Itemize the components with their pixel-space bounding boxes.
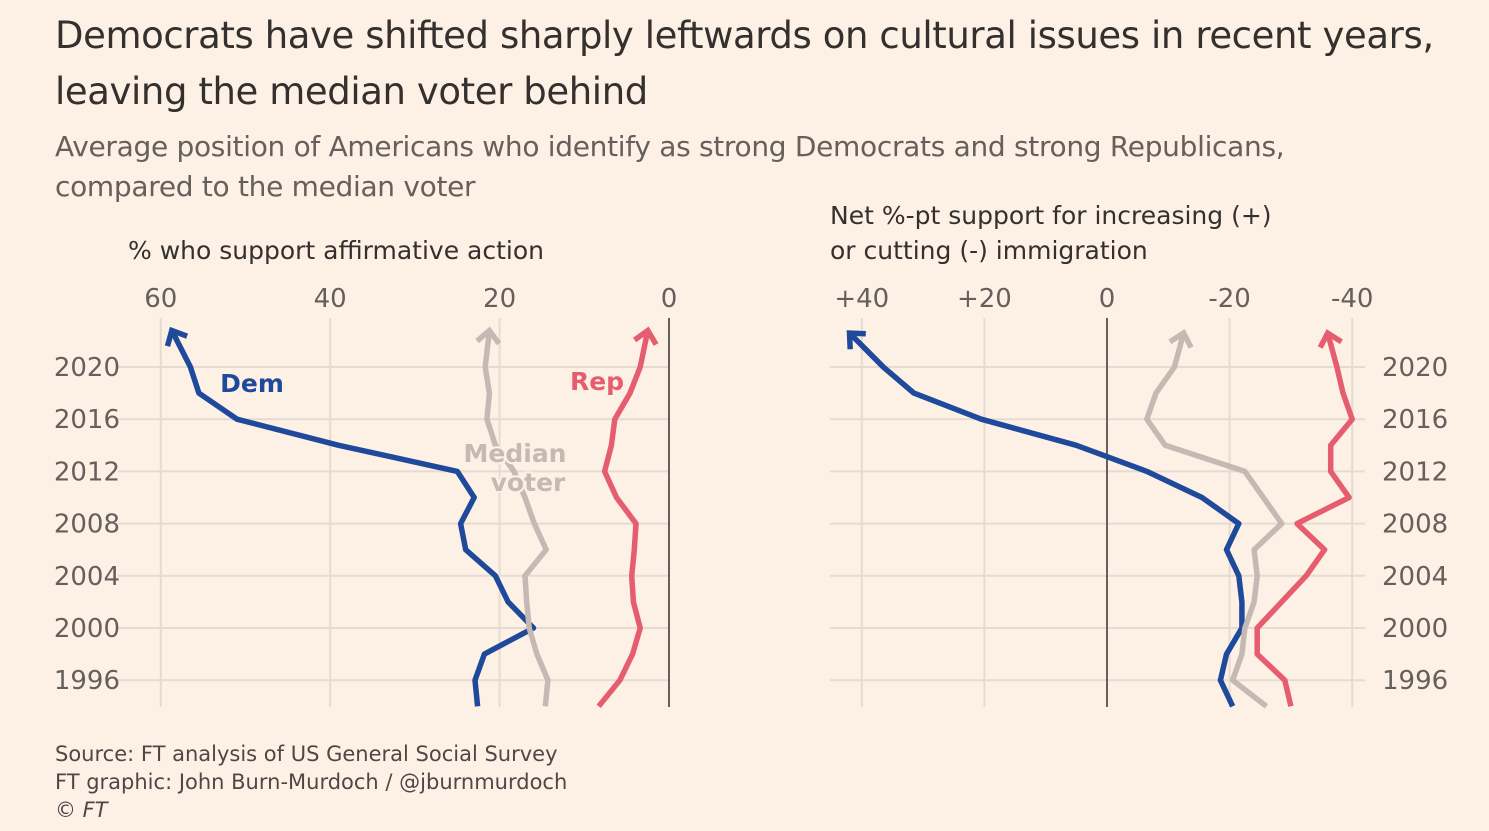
credit-line: FT graphic: John Burn-Murdoch / @jburnmu… [55, 770, 568, 794]
series-line-rep [596, 332, 650, 709]
series-line-median-voter [1144, 335, 1285, 709]
source-notes: Source: FT analysis of US General Social… [55, 740, 567, 824]
x-tick-label-1: 40 [314, 284, 347, 314]
arrowhead-rep [632, 326, 659, 346]
series-label-median: Median [464, 439, 567, 468]
x-tick-label-2: 0 [1099, 284, 1116, 314]
subtitle-line-1: Average position of Americans who identi… [55, 130, 1285, 163]
title-line-2: leaving the median voter behind [55, 70, 648, 113]
series-label-voter: voter [491, 468, 566, 497]
panel-title-line-1: Net %-pt support for increasing (+) [830, 201, 1272, 230]
x-tick-label-2: 20 [483, 284, 516, 314]
y-tick-label-2008: 2008 [54, 510, 120, 540]
title-line-1: Democrats have shifted sharply leftwards… [55, 14, 1434, 57]
series-line-rep [1254, 335, 1355, 707]
series-line-median-voter [482, 333, 551, 707]
y-tick-label-1996: 1996 [1382, 666, 1448, 696]
y-tick-label-2016: 2016 [54, 405, 120, 435]
y-tick-label-2000: 2000 [54, 614, 120, 644]
subtitle-line-2: compared to the median voter [55, 170, 476, 203]
series-label-rep: Rep [570, 367, 624, 396]
x-tick-label-0: +40 [834, 284, 889, 314]
panel-title-line-2: or cutting (-) immigration [830, 236, 1148, 265]
chart-title: Democrats have shifted sharply leftwards… [55, 8, 1455, 120]
x-tick-label-0: 60 [144, 284, 177, 314]
chart-panel-1: % who support affirmative action 1996 2000… [54, 236, 678, 709]
y-tick-label-2000: 2000 [1382, 614, 1448, 644]
series-label-dem: Dem [220, 369, 284, 398]
y-tick-label-2020: 2020 [1382, 353, 1448, 383]
chart-panel-2: Net %-pt support for increasing (+) or cu… [830, 201, 1448, 709]
y-tick-label-2012: 2012 [54, 457, 120, 487]
arrowhead-median-voter [1168, 329, 1194, 349]
y-tick-label-2020: 2020 [54, 353, 120, 383]
chart-subtitle: Average position of Americans who identi… [55, 127, 1355, 207]
x-tick-label-4: -40 [1331, 284, 1373, 314]
series-line-dem [170, 331, 537, 707]
arrowhead-rep [1317, 329, 1343, 349]
y-tick-label-2012: 2012 [1382, 457, 1448, 487]
arrowhead-dem [164, 326, 189, 347]
y-tick-label-2016: 2016 [1382, 405, 1448, 435]
arrowhead-dem [846, 330, 866, 350]
y-tick-label-2004: 2004 [54, 562, 120, 592]
panel-title: % who support affirmative action [128, 236, 544, 265]
y-tick-label-2008: 2008 [1382, 510, 1448, 540]
x-tick-label-1: +20 [957, 284, 1012, 314]
x-tick-label-3: 0 [661, 284, 678, 314]
series-line-dem [849, 333, 1245, 708]
y-tick-label-2004: 2004 [1382, 562, 1448, 592]
copyright: © FT [55, 798, 108, 822]
arrowhead-median-voter [475, 326, 502, 346]
source-line: Source: FT analysis of US General Social… [55, 742, 558, 766]
x-tick-label-3: -20 [1208, 284, 1250, 314]
y-tick-label-1996: 1996 [54, 666, 120, 696]
